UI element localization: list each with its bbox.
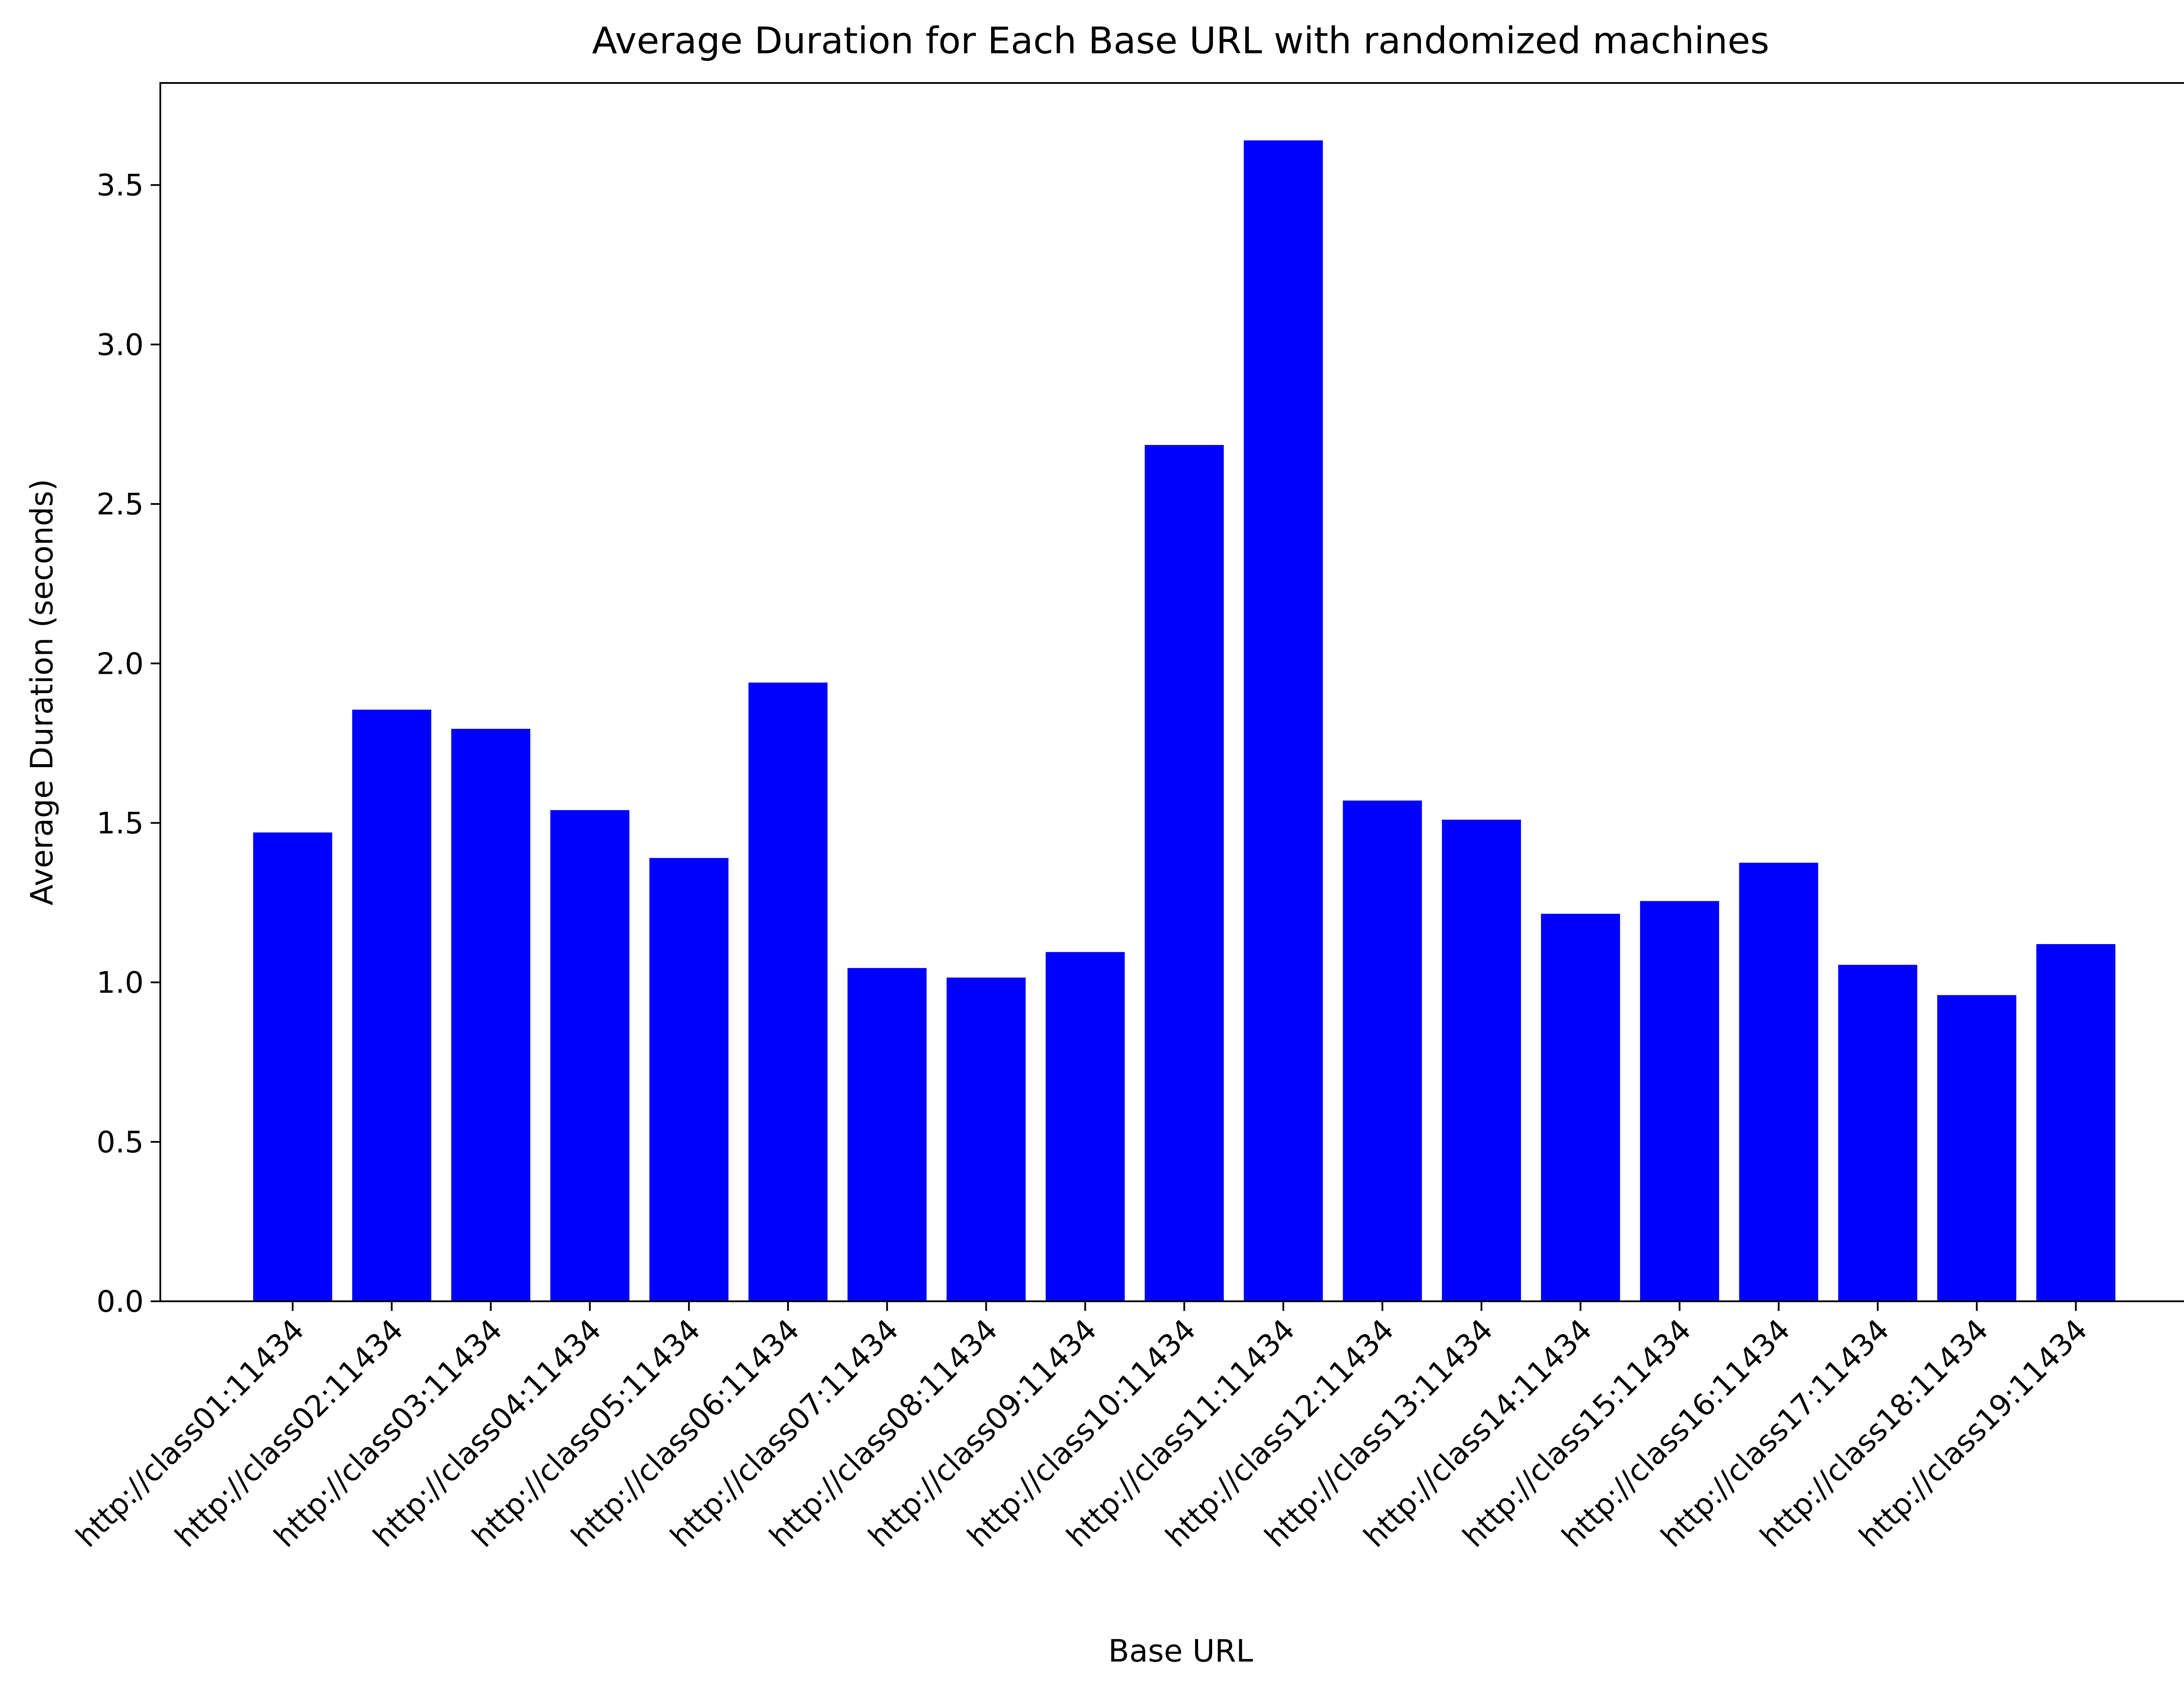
bar (1442, 820, 1521, 1301)
bar (1244, 140, 1323, 1301)
bar (550, 810, 629, 1301)
bar (352, 710, 432, 1301)
bar (1838, 965, 1918, 1301)
bar (253, 832, 332, 1301)
y-tick-label: 1.0 (97, 966, 144, 1000)
bar (1739, 862, 1818, 1301)
y-tick-label: 3.5 (97, 169, 144, 203)
bar (2036, 944, 2115, 1301)
bar (649, 858, 729, 1301)
bar (1640, 901, 1719, 1301)
chart-title: Average Duration for Each Base URL with … (592, 19, 1769, 62)
y-axis-label: Average Duration (seconds) (24, 479, 60, 906)
bar (1343, 800, 1422, 1301)
bar (1144, 445, 1224, 1301)
y-tick-label: 0.5 (97, 1125, 144, 1160)
bar (1045, 952, 1125, 1301)
y-tick-label: 3.0 (97, 328, 144, 362)
bar (1541, 914, 1620, 1301)
bar (847, 968, 927, 1301)
x-axis-label: Base URL (1108, 1633, 1253, 1669)
y-tick-label: 2.0 (97, 647, 144, 681)
bar (947, 977, 1026, 1301)
plot-area: 0.00.51.01.52.02.53.03.5http://class01:1… (69, 82, 2184, 1554)
bar (1937, 995, 2017, 1301)
bar (451, 729, 531, 1301)
y-tick-label: 1.5 (97, 806, 144, 841)
y-tick-label: 2.5 (97, 487, 144, 522)
bar (748, 683, 828, 1301)
axes-frame (159, 82, 2184, 1302)
y-tick-label: 0.0 (97, 1285, 144, 1319)
